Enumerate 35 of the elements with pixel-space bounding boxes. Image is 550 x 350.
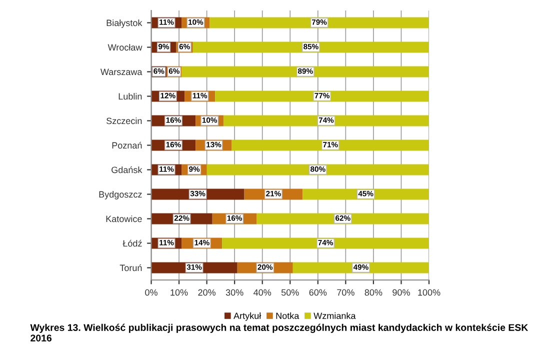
x-tick-label: 100% xyxy=(418,289,440,296)
y-tick-label: Gdańsk xyxy=(112,166,142,174)
bar xyxy=(210,17,429,28)
x-tick-label: 50% xyxy=(281,289,299,296)
y-tick-label: Łódź xyxy=(122,240,142,247)
bar xyxy=(182,66,429,78)
y-tick-label: Wrocław xyxy=(108,44,142,51)
bar xyxy=(256,213,429,224)
text: Wykres 13. Wielkość publikacji prasowych na temat poszczególnych miast kandydackich w kontekście ESK 2016 xyxy=(30,324,528,342)
y-tick-label: Toruń xyxy=(120,264,142,272)
x-tick-label: 80% xyxy=(364,289,382,296)
bar xyxy=(232,140,429,151)
y-tick-label: Poznań xyxy=(112,142,142,149)
legend-label: Wzmianka xyxy=(314,312,356,320)
y-tick-label: Szczecin xyxy=(106,117,142,124)
bar xyxy=(222,238,429,249)
bar xyxy=(206,164,429,176)
legend-label: Notka xyxy=(276,312,300,320)
x-tick-label: 20% xyxy=(198,289,216,296)
x-tick-label: 10% xyxy=(170,289,188,296)
y-tick-label: Bydgoszcz xyxy=(99,190,142,200)
x-tick-label: 60% xyxy=(309,289,327,296)
y-tick-label: Białystok xyxy=(106,19,142,28)
bar xyxy=(223,115,429,126)
legend-label: Artykuł xyxy=(234,312,262,321)
x-tick-label: 70% xyxy=(337,289,354,296)
bar xyxy=(302,188,429,200)
x-tick-label: 30% xyxy=(226,289,244,296)
y-tick-label: Katowice xyxy=(106,215,142,222)
x-tick-label: 0% xyxy=(145,289,158,296)
y-tick-label: Lublin xyxy=(118,92,142,100)
x-tick-label: 40% xyxy=(254,289,272,296)
x-tick-label: 90% xyxy=(392,289,410,296)
bar xyxy=(215,90,429,102)
y-tick-label: Warszawa xyxy=(100,68,142,76)
